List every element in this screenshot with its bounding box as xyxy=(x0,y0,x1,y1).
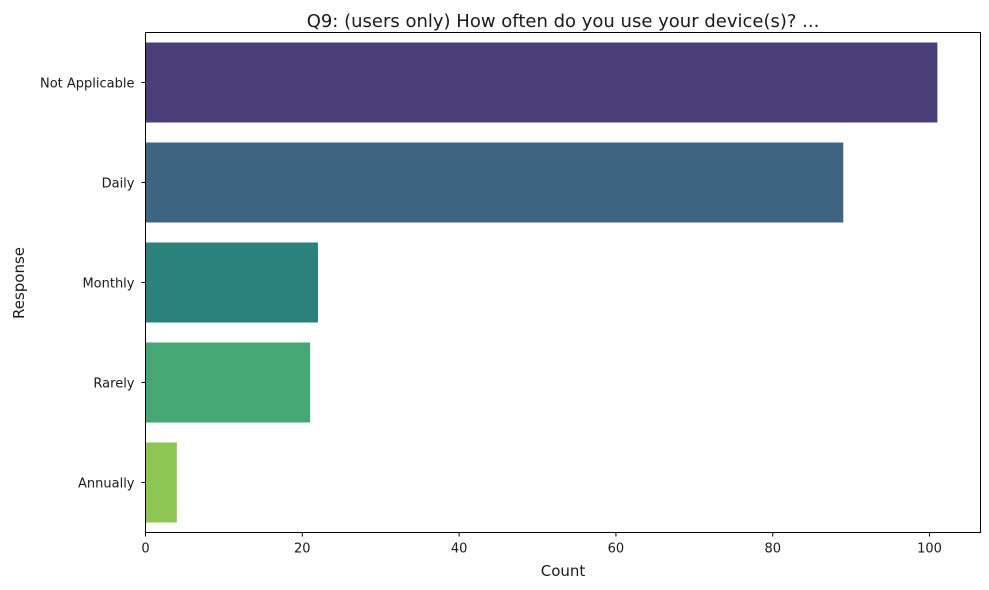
x-tick-label-60: 60 xyxy=(608,542,625,557)
x-tick-label-80: 80 xyxy=(764,542,781,557)
bar-not-applicable xyxy=(145,42,938,123)
x-axis-label: Count xyxy=(541,562,586,580)
plot-area-frame xyxy=(145,32,981,533)
x-axis-ticks: 0 20 40 60 80 100 xyxy=(141,532,942,557)
y-tick-label-rarely: Rarely xyxy=(93,377,134,392)
y-tick-label-monthly: Monthly xyxy=(82,277,134,292)
y-tick-label-annually: Annually xyxy=(78,477,135,492)
y-tick-label-not-applicable: Not Applicable xyxy=(40,77,135,92)
x-tick-label-40: 40 xyxy=(451,542,468,557)
x-tick-label-100: 100 xyxy=(917,542,942,557)
bar-monthly xyxy=(145,242,318,323)
bar-annually xyxy=(145,442,177,523)
chart-title: Q9: (users only) How often do you use yo… xyxy=(307,11,820,32)
y-axis-label: Response xyxy=(10,247,28,319)
y-axis-ticks: Not Applicable Daily Monthly Rarely Annually xyxy=(40,77,146,492)
y-tick-label-daily: Daily xyxy=(102,177,135,192)
bars-group xyxy=(145,42,938,523)
x-tick-label-20: 20 xyxy=(294,542,311,557)
bar-rarely xyxy=(145,342,311,423)
x-tick-label-0: 0 xyxy=(141,542,149,557)
bar-daily xyxy=(145,142,844,223)
